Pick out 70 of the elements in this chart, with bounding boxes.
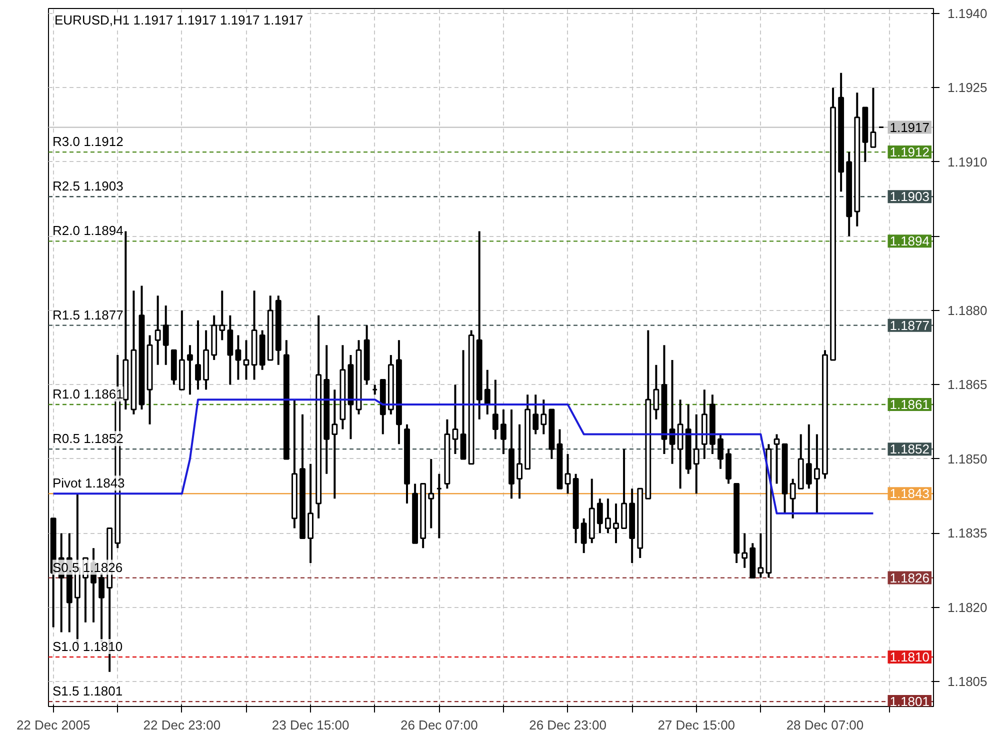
ref-line-label: R3.0 1.1912 xyxy=(52,134,124,150)
y-tick-label: 1.1880 xyxy=(948,302,988,318)
candlestick xyxy=(718,433,724,470)
annotation: 1.1894 xyxy=(890,234,930,249)
annotation: 1.1917 xyxy=(890,120,930,135)
candlestick xyxy=(243,339,250,381)
ref-line-label: R2.0 1.1894 xyxy=(52,223,124,238)
candlestick xyxy=(758,532,764,579)
candlestick xyxy=(540,398,547,436)
y-tick-label: 1.1925 xyxy=(948,80,988,96)
candlestick xyxy=(452,384,458,456)
y-tick-label: 1.1910 xyxy=(948,154,988,170)
candlestick xyxy=(187,344,193,396)
candlestick xyxy=(195,319,201,391)
candlestick xyxy=(235,334,242,381)
candlestick xyxy=(790,478,796,520)
candlestick xyxy=(428,458,434,530)
candlestick xyxy=(604,498,611,534)
y-tick-label: 1.1820 xyxy=(948,600,988,615)
annotation: 1.1810 xyxy=(890,649,930,664)
candlestick xyxy=(613,502,619,544)
candlestick xyxy=(484,368,490,416)
candlestick xyxy=(870,86,876,148)
chart-title: EURUSD,H1 1.1917 1.1917 1.1917 1.1917 xyxy=(54,12,304,28)
candlestick xyxy=(500,408,506,456)
ref-line-label: S1.0 1.1810 xyxy=(52,638,123,654)
candlestick xyxy=(532,394,539,436)
ref-line-label: Pivot 1.1843 xyxy=(52,476,125,491)
line-series xyxy=(52,398,874,514)
y-tick-label: 1.1835 xyxy=(948,526,988,541)
annotation: 1.1861 xyxy=(890,397,930,412)
candlestick xyxy=(806,423,812,490)
candlestick xyxy=(580,517,587,554)
x-tick-label: 28 Dec 07:00 xyxy=(786,718,864,732)
annotation: 1.1912 xyxy=(890,144,930,160)
annotation: 1.1903 xyxy=(890,189,930,204)
ref-line-label: R2.5 1.1903 xyxy=(52,178,124,194)
candlestick xyxy=(814,433,820,514)
candlestick xyxy=(162,304,169,366)
candlestick xyxy=(774,433,780,485)
candlestick xyxy=(492,378,498,440)
x-tick-label: 26 Dec 07:00 xyxy=(400,718,478,732)
y-tick-label: 1.1940 xyxy=(948,6,988,21)
y-tick-label: 1.1805 xyxy=(948,674,988,690)
ref-line-label: R1.5 1.1877 xyxy=(52,307,124,322)
y-tick-label: 1.1850 xyxy=(948,451,988,466)
ref-line-label: R0.5 1.1852 xyxy=(52,431,124,446)
candlestick xyxy=(219,290,226,342)
candlestick xyxy=(693,413,700,495)
x-tick-label: 27 Dec 15:00 xyxy=(658,718,736,732)
candlestick xyxy=(332,388,338,500)
x-tick-label: 22 Dec 23:00 xyxy=(143,718,221,732)
x-tick-label: 23 Dec 15:00 xyxy=(272,718,350,732)
annotation: 1.1826 xyxy=(890,570,930,586)
candlestick xyxy=(516,423,522,500)
x-tick-label: 26 Dec 23:00 xyxy=(529,718,606,732)
candlestick xyxy=(596,498,603,534)
ref-line-label: S0.5 1.1826 xyxy=(52,560,123,575)
candlestick xyxy=(154,294,161,366)
annotation: 1.1852 xyxy=(890,442,930,457)
candlestick xyxy=(742,532,748,569)
annotation: 1.1843 xyxy=(890,486,930,502)
candlestick xyxy=(564,453,571,495)
ref-line-label: S1.5 1.1801 xyxy=(52,684,123,699)
x-tick-label: 22 Dec 2005 xyxy=(16,718,90,732)
annotation: 1.1877 xyxy=(890,318,930,333)
ref-line-label: R1.0 1.1861 xyxy=(52,386,124,402)
annotation: 1.1801 xyxy=(890,694,930,710)
candlestick xyxy=(653,364,660,420)
y-tick-label: 1.1865 xyxy=(948,377,988,392)
